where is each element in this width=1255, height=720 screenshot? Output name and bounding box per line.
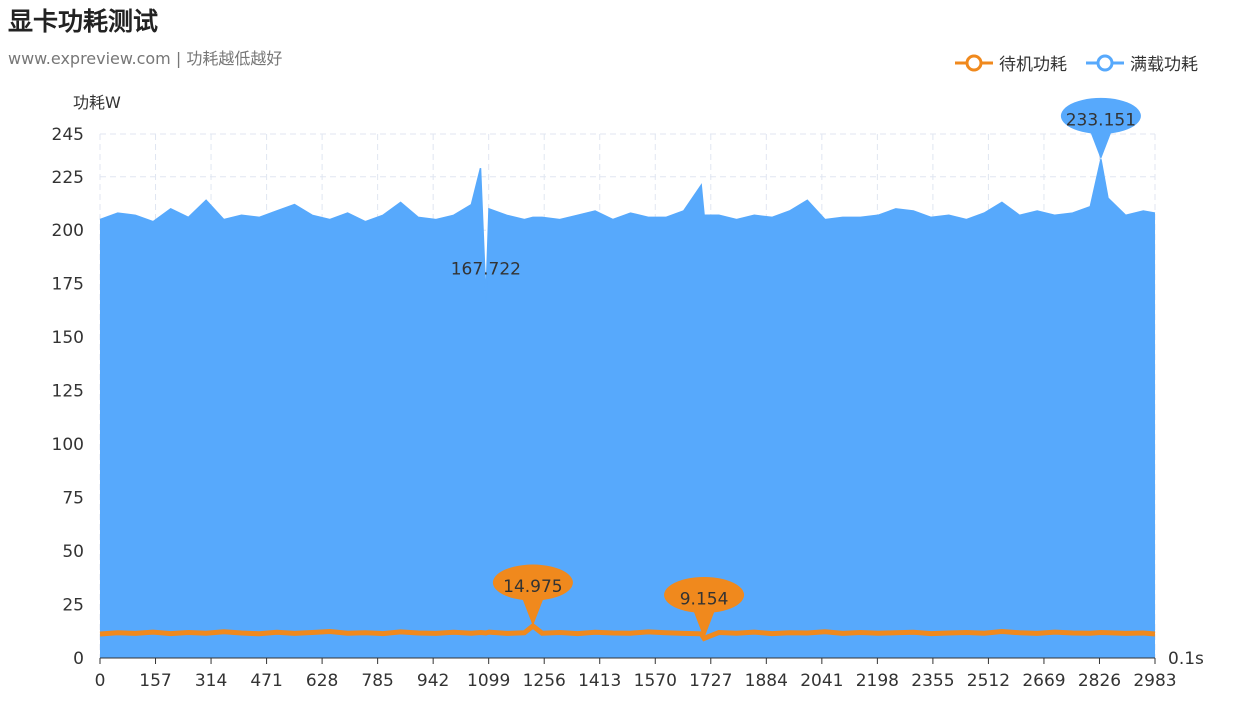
legend-idle-icon xyxy=(955,54,993,71)
legend-label: 满载功耗 xyxy=(1130,55,1198,75)
x-tick-label: 785 xyxy=(361,671,393,691)
y-tick-label: 245 xyxy=(52,125,84,145)
x-tick-label: 2983 xyxy=(1133,671,1176,691)
x-tick-label: 1727 xyxy=(689,671,732,691)
y-tick-label: 0 xyxy=(73,649,84,669)
legend-full-icon xyxy=(1086,54,1124,71)
y-tick-label: 100 xyxy=(52,435,84,455)
x-tick-label: 942 xyxy=(417,671,449,691)
y-axis-label: 功耗W xyxy=(73,93,121,112)
y-tick-label: 25 xyxy=(62,596,84,616)
y-tick-label: 150 xyxy=(52,328,84,348)
x-tick-label: 2198 xyxy=(856,671,899,691)
x-tick-label: 2826 xyxy=(1078,671,1121,691)
series-line-0 xyxy=(99,622,1156,642)
x-tick-label: 1884 xyxy=(745,671,788,691)
mark-point-pin xyxy=(492,564,573,626)
y-tick-label: 125 xyxy=(52,382,84,402)
legend-label: 待机功耗 xyxy=(999,55,1067,75)
legend-item-idle[interactable]: 待机功耗 xyxy=(955,50,1067,75)
x-tick-label: 1256 xyxy=(523,671,566,691)
mark-point-label: 233.151 xyxy=(1066,110,1136,130)
legend-item-full[interactable]: 满载功耗 xyxy=(1086,50,1198,75)
y-tick-label: 50 xyxy=(62,542,84,562)
x-tick-label: 1099 xyxy=(467,671,510,691)
series-line-1 xyxy=(99,159,1156,300)
x-tick-label: 471 xyxy=(250,671,282,691)
x-tick-label: 1413 xyxy=(578,671,621,691)
x-tick-label: 0 xyxy=(95,671,106,691)
mark-point-label: 167.722 xyxy=(451,259,521,279)
y-tick-label: 225 xyxy=(52,168,84,188)
mark-point-pin xyxy=(664,576,745,639)
chart-subtitle: www.expreview.com | 功耗越低越好 xyxy=(8,49,283,68)
chart-title: 显卡功耗测试 xyxy=(8,7,159,36)
y-tick-label: 175 xyxy=(52,275,84,295)
x-tick-label: 314 xyxy=(195,671,227,691)
x-tick-label: 1570 xyxy=(634,671,677,691)
mark-point-label: 14.975 xyxy=(503,577,562,597)
y-tick-label: 200 xyxy=(52,221,84,241)
x-tick-label: 157 xyxy=(139,671,171,691)
y-tick-label: 75 xyxy=(62,489,84,509)
mark-point-label: 9.154 xyxy=(680,589,729,609)
mark-point-pin xyxy=(1060,97,1141,160)
x-axis-label: 0.1s xyxy=(1168,649,1204,669)
x-tick-label: 2512 xyxy=(967,671,1010,691)
x-tick-label: 2669 xyxy=(1022,671,1065,691)
series-area-1 xyxy=(100,159,1155,659)
x-tick-label: 2041 xyxy=(800,671,843,691)
x-tick-label: 2355 xyxy=(911,671,954,691)
x-tick-label: 628 xyxy=(306,671,338,691)
